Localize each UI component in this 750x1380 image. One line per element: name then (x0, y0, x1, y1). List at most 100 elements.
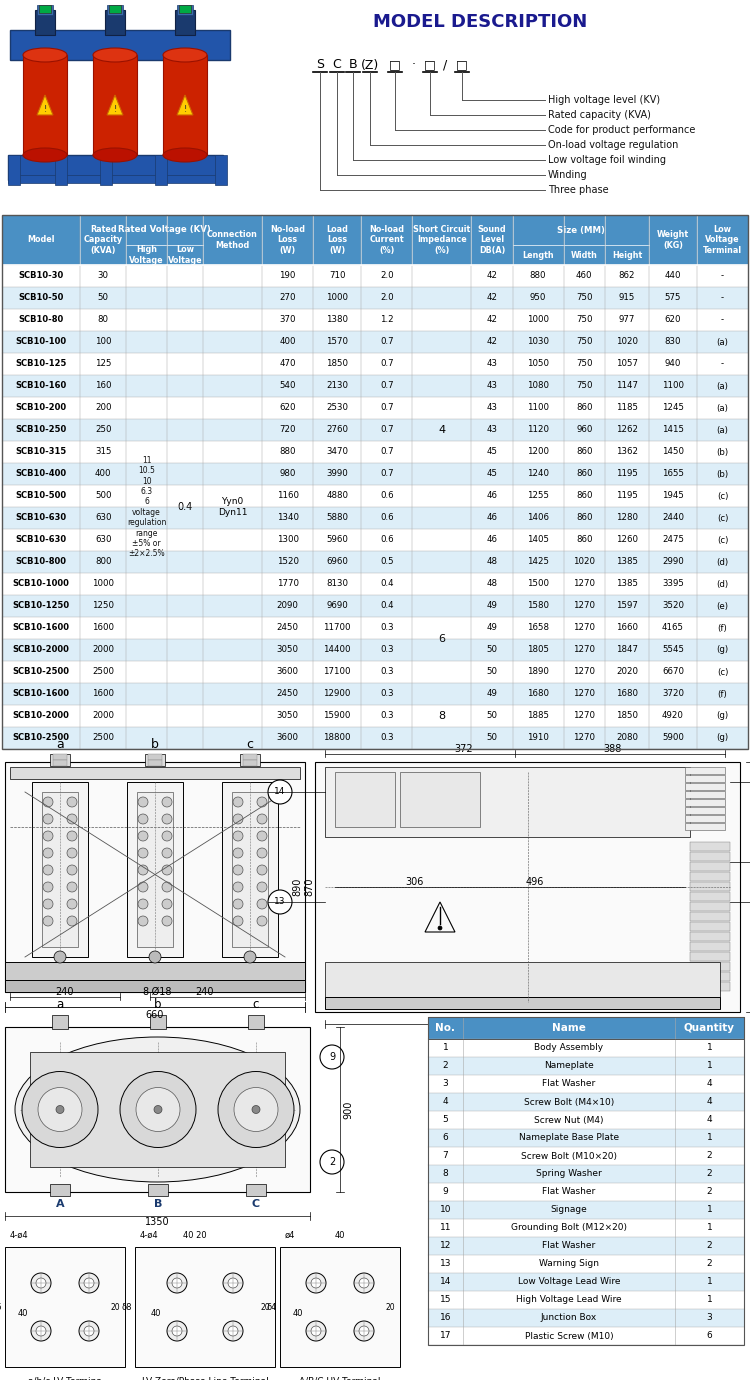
Text: 1120: 1120 (527, 425, 549, 435)
Text: (a): (a) (716, 425, 728, 435)
Text: a: a (56, 999, 64, 1012)
Circle shape (138, 798, 148, 807)
Text: 388: 388 (603, 744, 622, 753)
Text: No-load
Loss
(W): No-load Loss (W) (270, 225, 305, 255)
Text: 3720: 3720 (662, 690, 684, 698)
Bar (127, 782, 183, 956)
Circle shape (138, 916, 148, 926)
Text: 49: 49 (487, 602, 497, 610)
Text: 500: 500 (95, 491, 112, 501)
Circle shape (43, 916, 53, 926)
Circle shape (311, 1326, 321, 1336)
Text: Weight
(KG): Weight (KG) (657, 230, 689, 250)
Circle shape (54, 951, 66, 963)
Bar (428, 1039, 744, 1057)
Text: 13: 13 (274, 897, 286, 907)
Bar (105, 10, 125, 34)
Text: 860: 860 (576, 403, 592, 413)
Text: 1250: 1250 (92, 602, 114, 610)
Bar (155, 155, 167, 185)
Text: 42: 42 (487, 338, 497, 346)
Bar (37, 6, 53, 15)
Bar (243, 753, 257, 760)
Text: Winding: Winding (548, 170, 588, 179)
Text: 43: 43 (487, 381, 497, 391)
Text: 1057: 1057 (616, 360, 638, 368)
Text: 45: 45 (487, 469, 497, 479)
Bar (5, 1248, 125, 1368)
Text: 43: 43 (487, 403, 497, 413)
Bar (93, 55, 137, 155)
Bar (2, 551, 748, 573)
Circle shape (233, 847, 243, 858)
Text: 1270: 1270 (573, 712, 596, 720)
Bar (42, 792, 78, 947)
Bar (428, 1129, 744, 1147)
Circle shape (359, 1278, 369, 1288)
Ellipse shape (163, 148, 207, 161)
Text: 3990: 3990 (326, 469, 348, 479)
Bar (2, 506, 748, 529)
Text: 750: 750 (576, 338, 592, 346)
Bar (5, 980, 305, 992)
Text: 720: 720 (279, 425, 296, 435)
Text: Height: Height (612, 251, 642, 259)
Circle shape (172, 1326, 182, 1336)
Bar (163, 55, 207, 155)
Bar (685, 791, 725, 798)
Text: 30: 30 (98, 272, 109, 280)
Circle shape (84, 1278, 94, 1288)
Text: 0.7: 0.7 (380, 338, 394, 346)
Bar (2, 727, 748, 749)
Circle shape (359, 1326, 369, 1336)
Text: 980: 980 (280, 469, 296, 479)
Text: 1240: 1240 (527, 469, 549, 479)
Text: High voltage level (KV): High voltage level (KV) (548, 95, 660, 105)
Text: Spring Washer: Spring Washer (536, 1169, 602, 1179)
Circle shape (67, 814, 77, 824)
Bar (2, 375, 748, 397)
Bar (428, 1292, 744, 1310)
Text: 2130: 2130 (326, 381, 348, 391)
Circle shape (56, 1105, 64, 1114)
Bar (150, 1016, 166, 1029)
Text: 950: 950 (530, 294, 546, 302)
Text: 1000: 1000 (527, 316, 549, 324)
Text: Three phase: Three phase (548, 185, 609, 195)
Text: 3050: 3050 (277, 646, 298, 654)
Text: 750: 750 (576, 316, 592, 324)
Text: 250: 250 (95, 425, 112, 435)
Text: Junction Box: Junction Box (541, 1314, 597, 1322)
Text: 1770: 1770 (277, 580, 298, 588)
Circle shape (162, 814, 172, 824)
Bar (690, 932, 730, 941)
Circle shape (43, 865, 53, 875)
Text: 40: 40 (151, 1308, 161, 1318)
Bar (428, 1201, 744, 1219)
Text: 2: 2 (328, 1156, 335, 1167)
Circle shape (79, 1272, 99, 1293)
Bar (177, 6, 193, 15)
Bar (428, 1017, 744, 1346)
Polygon shape (177, 95, 193, 115)
Ellipse shape (23, 48, 67, 62)
Circle shape (167, 1321, 187, 1341)
Text: (c): (c) (717, 668, 728, 676)
Text: Load
Loss
(W): Load Loss (W) (326, 225, 348, 255)
Text: 3050: 3050 (277, 712, 298, 720)
Bar (2, 617, 748, 639)
Text: □: □ (389, 58, 400, 72)
Ellipse shape (163, 48, 207, 62)
Text: 50: 50 (487, 712, 497, 720)
Text: SCB10-1250: SCB10-1250 (13, 602, 70, 610)
Text: 42: 42 (487, 294, 497, 302)
Bar (428, 1183, 744, 1201)
Text: 750: 750 (576, 360, 592, 368)
Bar (2, 420, 748, 442)
Text: 370: 370 (279, 316, 296, 324)
Text: 0.6: 0.6 (380, 513, 394, 523)
Text: (c): (c) (717, 535, 728, 545)
Bar (246, 1184, 266, 1196)
Text: 0.7: 0.7 (380, 381, 394, 391)
Text: Low
Voltage: Low Voltage (168, 246, 202, 265)
